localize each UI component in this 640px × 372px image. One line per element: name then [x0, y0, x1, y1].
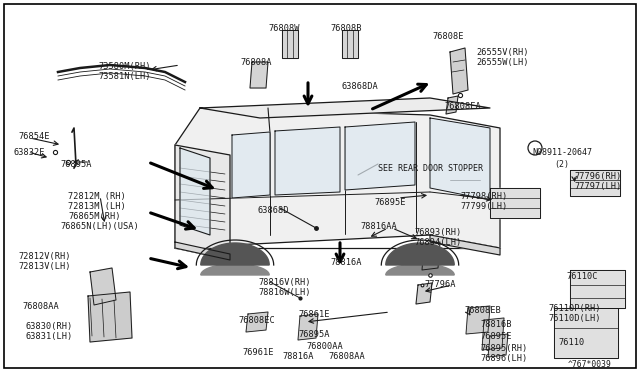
Text: 26555W(LH): 26555W(LH) — [476, 58, 529, 67]
Text: 78816V(RH): 78816V(RH) — [258, 278, 310, 287]
Text: 76895E: 76895E — [480, 332, 511, 341]
Text: 76861E: 76861E — [298, 310, 330, 319]
Text: 76961E: 76961E — [242, 348, 273, 357]
Text: 76808AA: 76808AA — [22, 302, 59, 311]
Polygon shape — [416, 283, 432, 304]
Text: 76895A: 76895A — [60, 160, 92, 169]
Text: 78816W(LH): 78816W(LH) — [258, 288, 310, 297]
Polygon shape — [386, 264, 454, 275]
Text: 76110P(RH): 76110P(RH) — [548, 304, 600, 313]
Text: 76893(RH): 76893(RH) — [414, 228, 461, 237]
Text: 76808AA: 76808AA — [328, 352, 365, 361]
Text: 76800AA: 76800AA — [306, 342, 343, 351]
Polygon shape — [570, 270, 625, 308]
Text: 72812V(RH): 72812V(RH) — [18, 252, 70, 261]
Polygon shape — [446, 96, 458, 114]
Polygon shape — [490, 188, 540, 218]
Text: 77796(RH): 77796(RH) — [574, 172, 621, 181]
Text: 63832E: 63832E — [14, 148, 45, 157]
Polygon shape — [282, 30, 298, 58]
Text: 78816A: 78816A — [330, 258, 362, 267]
Text: 63868DA: 63868DA — [342, 82, 379, 91]
Text: 76895(RH): 76895(RH) — [480, 344, 527, 353]
Polygon shape — [482, 318, 504, 350]
Text: 77798(RH): 77798(RH) — [460, 192, 508, 201]
Text: 77797(LH): 77797(LH) — [574, 182, 621, 191]
Text: SEE REAR DOOR STOPPER: SEE REAR DOOR STOPPER — [378, 164, 483, 173]
Text: 78816AA: 78816AA — [360, 222, 397, 231]
Text: 63831(LH): 63831(LH) — [26, 332, 73, 341]
Polygon shape — [275, 127, 340, 195]
Polygon shape — [250, 62, 268, 88]
Text: 78816B: 78816B — [480, 320, 511, 329]
Text: 76808E: 76808E — [432, 32, 463, 41]
Text: 76895A: 76895A — [298, 330, 330, 339]
Text: 72813M (LH): 72813M (LH) — [68, 202, 125, 211]
Polygon shape — [201, 264, 269, 275]
Polygon shape — [488, 334, 508, 357]
Text: 76808EA: 76808EA — [444, 102, 481, 111]
Polygon shape — [386, 243, 454, 265]
Polygon shape — [180, 148, 210, 235]
Text: 76110C: 76110C — [566, 272, 598, 281]
Polygon shape — [554, 308, 618, 358]
Polygon shape — [90, 268, 116, 305]
Text: 73581N(LH): 73581N(LH) — [98, 72, 150, 81]
Polygon shape — [570, 170, 620, 196]
Text: 76110: 76110 — [558, 338, 584, 347]
Polygon shape — [200, 98, 490, 118]
Polygon shape — [342, 30, 358, 58]
Polygon shape — [430, 118, 490, 200]
Text: ^767*0039: ^767*0039 — [568, 360, 612, 369]
Text: 76808EC: 76808EC — [238, 316, 275, 325]
Text: 76895E: 76895E — [374, 198, 406, 207]
Polygon shape — [232, 132, 270, 198]
Text: 78816A: 78816A — [282, 352, 314, 361]
Text: 72812M (RH): 72812M (RH) — [68, 192, 125, 201]
Text: 76808B: 76808B — [330, 24, 362, 33]
Text: 76110D(LH): 76110D(LH) — [548, 314, 600, 323]
Polygon shape — [246, 312, 268, 332]
Text: 76808EB: 76808EB — [464, 306, 500, 315]
Text: 26555V(RH): 26555V(RH) — [476, 48, 529, 57]
Polygon shape — [175, 108, 500, 248]
Polygon shape — [88, 292, 132, 342]
Text: 76894(LH): 76894(LH) — [414, 238, 461, 247]
Text: 73580M(RH): 73580M(RH) — [98, 62, 150, 71]
Polygon shape — [430, 235, 500, 255]
Text: 76896(LH): 76896(LH) — [480, 354, 527, 363]
Polygon shape — [175, 145, 230, 260]
Text: 72813V(LH): 72813V(LH) — [18, 262, 70, 271]
Polygon shape — [450, 48, 468, 94]
Text: 76808W: 76808W — [268, 24, 300, 33]
Polygon shape — [466, 306, 490, 334]
Polygon shape — [298, 314, 318, 340]
Text: N08911-20647: N08911-20647 — [532, 148, 592, 157]
Text: 77799(LH): 77799(LH) — [460, 202, 508, 211]
Text: 77796A: 77796A — [424, 280, 456, 289]
Text: (2): (2) — [554, 160, 569, 169]
Text: 63868D: 63868D — [258, 206, 289, 215]
Polygon shape — [422, 242, 440, 270]
Text: 76865N(LH)(USA): 76865N(LH)(USA) — [60, 222, 139, 231]
Text: 63830(RH): 63830(RH) — [26, 322, 73, 331]
Text: 76808A: 76808A — [240, 58, 271, 67]
Text: 76865M(RH): 76865M(RH) — [68, 212, 120, 221]
Text: 76854E: 76854E — [18, 132, 49, 141]
Polygon shape — [175, 242, 230, 260]
Polygon shape — [345, 122, 415, 190]
Polygon shape — [201, 243, 269, 265]
